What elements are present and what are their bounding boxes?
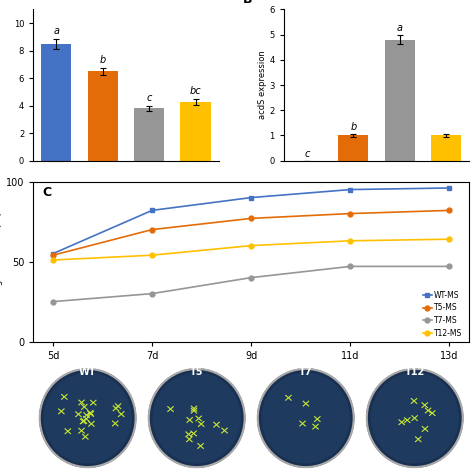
Ellipse shape <box>262 373 349 463</box>
Text: T5: T5 <box>190 367 203 377</box>
Text: WT: WT <box>79 367 96 377</box>
Text: B: B <box>243 0 252 7</box>
Ellipse shape <box>371 373 458 463</box>
Bar <box>384 40 415 161</box>
T5-MS <box>50 252 56 258</box>
T7-MS <box>248 275 254 281</box>
Legend: WT, T5, T7, T12: WT, T5, T7, T12 <box>328 184 425 199</box>
T12-MS <box>447 237 452 242</box>
Line: T5-MS: T5-MS <box>51 208 452 258</box>
Text: a: a <box>54 26 59 36</box>
Ellipse shape <box>149 369 245 467</box>
Line: T7-MS: T7-MS <box>51 264 452 304</box>
Line: T12-MS: T12-MS <box>51 237 452 263</box>
T5-MS <box>347 211 353 217</box>
Bar <box>431 136 461 161</box>
Text: c: c <box>146 93 152 103</box>
Text: C: C <box>42 186 51 200</box>
WT-MS <box>149 208 155 213</box>
T7-MS <box>347 264 353 269</box>
Bar <box>88 71 118 161</box>
Ellipse shape <box>44 373 131 463</box>
T5-MS <box>149 227 155 232</box>
Line: WT-MS: WT-MS <box>51 185 452 256</box>
T12-MS <box>347 238 353 244</box>
T7-MS <box>50 299 56 304</box>
Bar <box>41 44 72 161</box>
Legend: WT-MS, T5-MS, T7-MS, T12-MS: WT-MS, T5-MS, T7-MS, T12-MS <box>419 287 465 341</box>
T12-MS <box>50 257 56 263</box>
Y-axis label: Seed germination (%): Seed germination (%) <box>0 212 3 311</box>
WT-MS <box>347 187 353 192</box>
T12-MS <box>248 243 254 248</box>
T7-MS <box>447 264 452 269</box>
Bar <box>338 136 368 161</box>
Text: a: a <box>397 23 403 33</box>
T5-MS <box>447 208 452 213</box>
Y-axis label: acdS expression: acdS expression <box>257 51 266 119</box>
Text: c: c <box>304 149 310 159</box>
Legend: WT, T5, T7, T12: WT, T5, T7, T12 <box>77 184 174 199</box>
T5-MS <box>248 216 254 221</box>
Bar <box>134 109 164 161</box>
Text: T7: T7 <box>299 367 312 377</box>
WT-MS <box>50 251 56 256</box>
Ellipse shape <box>40 369 136 467</box>
Ellipse shape <box>367 369 463 467</box>
WT-MS <box>248 195 254 201</box>
T12-MS <box>149 252 155 258</box>
Text: b: b <box>100 55 106 65</box>
Text: bc: bc <box>190 86 201 96</box>
Text: T12: T12 <box>405 367 425 377</box>
Bar <box>181 101 210 161</box>
WT-MS <box>447 185 452 191</box>
Ellipse shape <box>153 373 240 463</box>
T7-MS <box>149 291 155 296</box>
Text: b: b <box>350 122 356 132</box>
Ellipse shape <box>258 369 354 467</box>
